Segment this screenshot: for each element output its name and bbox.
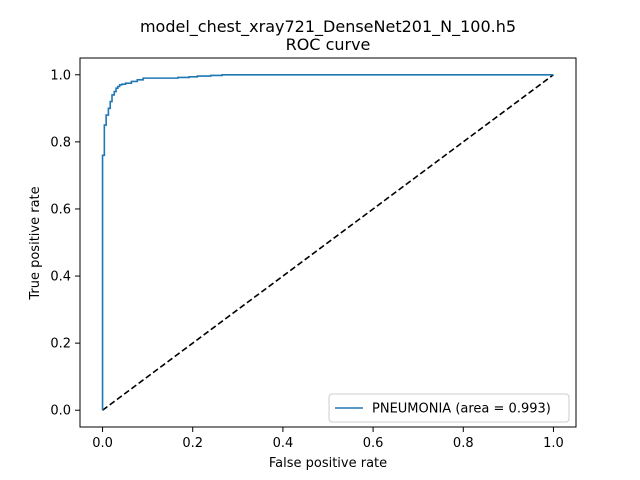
y-tick-label: 0.0 — [50, 404, 71, 419]
x-tick-label: 0.4 — [273, 436, 294, 451]
x-tick-label: 0.0 — [92, 436, 113, 451]
x-tick-label: 0.8 — [453, 436, 474, 451]
x-tick-label: 1.0 — [543, 436, 564, 451]
axis-ticks: 0.0 0.2 0.4 0.6 0.8 1.0 0.0 0.2 0.4 0.6 0.8 1.0 — [50, 68, 563, 451]
y-tick-label: 0.8 — [50, 135, 71, 150]
x-tick-label: 0.2 — [182, 436, 203, 451]
chart-title: model_chest_xray721_DenseNet201_N_100.h5 — [140, 17, 516, 37]
y-axis-label: True positive rate — [28, 186, 43, 300]
chart-subtitle: ROC curve — [286, 35, 371, 54]
y-tick-label: 0.2 — [50, 337, 71, 352]
y-tick-label: 1.0 — [50, 68, 71, 83]
y-tick-label: 0.4 — [50, 270, 71, 285]
x-axis-label: False positive rate — [269, 456, 387, 471]
y-tick-label: 0.6 — [50, 202, 71, 217]
roc-curve-line — [101, 73, 554, 411]
legend-box — [328, 393, 570, 423]
x-tick-label: 0.6 — [363, 436, 384, 451]
legend: PNEUMONIA (area = 0.993) — [328, 393, 570, 423]
series-layer — [101, 73, 554, 411]
chance-diagonal-line — [102, 74, 554, 411]
axes-frame — [79, 57, 577, 428]
legend-entry: PNEUMONIA (area = 0.993) — [372, 402, 551, 417]
